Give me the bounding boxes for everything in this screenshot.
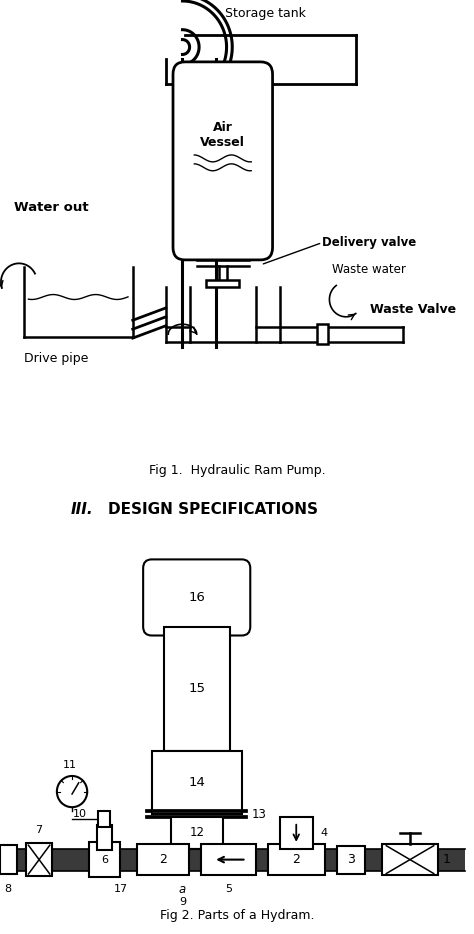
Bar (206, 279, 239, 287)
Text: 1: 1 (442, 853, 450, 866)
Text: Delivery valve: Delivery valve (322, 236, 417, 249)
Text: 12: 12 (189, 827, 204, 840)
Bar (98, 811, 110, 827)
Bar (164, 627, 230, 751)
Text: 2: 2 (159, 853, 166, 866)
FancyBboxPatch shape (173, 62, 273, 260)
Bar (97, 826, 112, 850)
Bar (280, 817, 313, 849)
Bar (382, 843, 438, 875)
Text: 9: 9 (179, 898, 186, 907)
Text: 14: 14 (188, 776, 205, 789)
Text: 10: 10 (73, 809, 87, 819)
Text: 16: 16 (188, 591, 205, 604)
Text: III.: III. (71, 502, 94, 517)
Text: 6: 6 (101, 855, 108, 865)
FancyBboxPatch shape (143, 559, 250, 635)
Text: 13: 13 (251, 808, 266, 820)
Bar (201, 843, 256, 875)
Bar (337, 845, 365, 873)
Text: 8: 8 (4, 884, 12, 894)
Text: DESIGN SPECIFICATIONS: DESIGN SPECIFICATIONS (108, 502, 319, 517)
Text: Storage tank: Storage tank (225, 7, 306, 20)
Bar (317, 324, 328, 344)
Text: Waste Valve: Waste Valve (370, 303, 456, 316)
Text: a: a (179, 883, 186, 896)
Text: Waste water: Waste water (332, 263, 406, 276)
Bar (0, 844, 17, 874)
Text: 2: 2 (292, 853, 300, 866)
Text: Fig 1.  Hydraulic Ram Pump.: Fig 1. Hydraulic Ram Pump. (149, 464, 325, 476)
Bar (26, 843, 52, 876)
Bar (89, 842, 120, 877)
Bar (0, 849, 465, 870)
Bar (152, 751, 242, 814)
Text: 5: 5 (225, 884, 232, 894)
Text: 11: 11 (63, 760, 77, 771)
Circle shape (57, 776, 87, 807)
Text: 15: 15 (188, 683, 205, 696)
Text: Fig 2. Parts of a Hydram.: Fig 2. Parts of a Hydram. (160, 909, 314, 922)
Text: 3: 3 (347, 853, 355, 866)
Text: Water out: Water out (14, 202, 89, 215)
Bar (268, 843, 325, 875)
Text: Air
Vessel: Air Vessel (201, 120, 245, 149)
Bar (137, 843, 189, 875)
Text: 7: 7 (36, 825, 43, 835)
Bar (171, 817, 223, 849)
Text: 17: 17 (114, 884, 128, 894)
Text: Drive pipe: Drive pipe (24, 352, 88, 365)
Text: 4: 4 (320, 828, 327, 838)
